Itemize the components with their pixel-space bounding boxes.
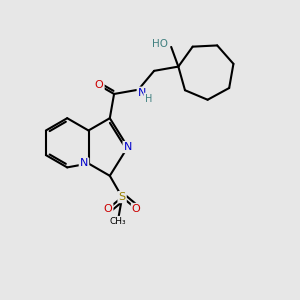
Text: N: N [80, 158, 88, 169]
Text: N: N [138, 88, 146, 98]
Text: O: O [132, 204, 141, 214]
Text: H: H [145, 94, 152, 104]
Text: CH₃: CH₃ [110, 217, 126, 226]
Text: HO: HO [152, 39, 168, 49]
Text: N: N [124, 142, 132, 152]
Text: O: O [95, 80, 103, 90]
Text: S: S [118, 192, 126, 202]
Text: O: O [103, 204, 112, 214]
